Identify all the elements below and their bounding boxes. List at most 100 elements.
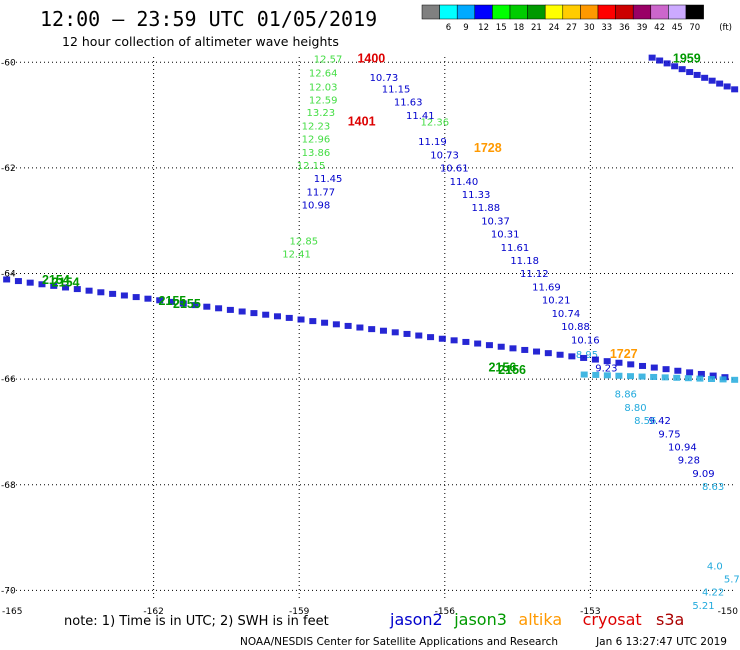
- track-point: [3, 276, 11, 283]
- swh-value: 5.21: [692, 601, 714, 612]
- swh-value: 12.59: [309, 95, 338, 106]
- track-point: [62, 284, 70, 291]
- track-point: [701, 74, 709, 81]
- track-point: [250, 310, 258, 317]
- swh-value: 11.88: [471, 203, 500, 214]
- time-label: 2154: [42, 273, 70, 287]
- track-point: [662, 366, 670, 373]
- time-label: 1728: [474, 141, 502, 155]
- colorbar-swatch: [615, 4, 634, 20]
- swh-value: 12.36: [421, 118, 450, 129]
- track-point: [686, 369, 694, 376]
- track-point: [297, 316, 305, 323]
- swh-value: 10.88: [561, 322, 590, 333]
- y-tick-label: -62: [1, 164, 16, 174]
- swh-value: 9.75: [658, 429, 680, 440]
- time-label: 2154: [52, 276, 80, 290]
- colorbar-swatch: [632, 4, 652, 20]
- swh-value: 8.86: [615, 390, 637, 401]
- track-point: [684, 375, 692, 382]
- colorbar-swatch: [474, 4, 493, 20]
- swh-value: 11.15: [382, 84, 411, 95]
- colorbar-swatch: [562, 4, 581, 20]
- colorbar-label: 12: [478, 23, 489, 33]
- swh-value: 10.73: [370, 73, 399, 84]
- swh-value: 12.64: [309, 69, 338, 80]
- credit-left: NOAA/NESDIS Center for Satellite Applica…: [240, 636, 558, 648]
- swh-value: 12.41: [282, 250, 311, 261]
- track-point: [615, 359, 623, 366]
- swh-value: 12.03: [309, 82, 338, 93]
- track-point: [191, 302, 199, 309]
- track-point: [497, 343, 505, 350]
- swh-value: 13.86: [302, 148, 331, 159]
- colorbar-swatch: [492, 4, 511, 20]
- swh-value: 10.94: [668, 442, 697, 453]
- time-label: 1401: [348, 115, 376, 129]
- colorbar-label: 9: [463, 23, 468, 33]
- track-point: [650, 364, 658, 371]
- swh-value: 12.23: [302, 121, 331, 132]
- swh-value: 10.61: [440, 164, 469, 175]
- track-point: [403, 330, 411, 337]
- swh-value: 9.28: [678, 456, 700, 467]
- time-label: 2155: [173, 297, 201, 311]
- swh-value: 10.37: [481, 216, 510, 227]
- track-point: [427, 334, 435, 341]
- track-point: [674, 367, 682, 374]
- colorbar-label: 27: [566, 23, 577, 33]
- colorbar-label: 36: [619, 23, 630, 33]
- y-tick-label: -60: [1, 58, 16, 68]
- time-label: 2156: [488, 360, 516, 374]
- satellite-name: cryosat: [583, 610, 642, 629]
- track-point: [603, 372, 611, 379]
- track-point: [144, 295, 152, 302]
- grid-lines: [8, 57, 736, 601]
- colorbar-swatch: [544, 4, 564, 20]
- track-point: [580, 371, 588, 378]
- colorbar-swatch: [456, 4, 476, 20]
- track-point: [656, 57, 664, 64]
- swh-value: 12.15: [297, 161, 326, 172]
- track-point: [697, 370, 705, 377]
- colorbar-label: 24: [549, 23, 560, 33]
- track-point: [568, 353, 576, 360]
- colorbar-legend: 6 9 12 15 18 21 24 27 30 33 36 39 42 45 70: [421, 4, 704, 33]
- track-point: [132, 294, 140, 301]
- track-point: [273, 313, 281, 320]
- swh-value: 11.18: [510, 256, 539, 267]
- x-tick-label: -162: [143, 607, 163, 617]
- track-point: [709, 372, 717, 379]
- swh-value: 4.0: [707, 561, 723, 572]
- track-point: [708, 77, 716, 84]
- y-tick-label: -64: [1, 270, 16, 280]
- track-point: [38, 281, 46, 288]
- swh-value: 12.96: [302, 135, 331, 146]
- data-points: 12.57 12.64 12.03 12.59 13.23 12.23 12.96 13.86…: [3, 51, 740, 612]
- track-point: [716, 80, 724, 87]
- track-point: [627, 361, 635, 368]
- track-point: [650, 373, 658, 380]
- colorbar-swatch: [685, 4, 704, 20]
- track-point: [556, 351, 564, 358]
- time-label: 2155: [158, 294, 186, 308]
- colorbar-swatch: [597, 4, 616, 20]
- track-point: [626, 373, 634, 380]
- colorbar-swatch: [439, 4, 458, 20]
- colorbar-label: 39: [637, 23, 648, 33]
- swh-value: 8.63: [702, 482, 724, 493]
- swh-value: 13.23: [306, 108, 335, 119]
- track-point: [723, 83, 731, 90]
- track-point: [678, 66, 686, 73]
- track-point: [438, 335, 446, 342]
- swh-value: 10.98: [302, 201, 331, 212]
- track-point: [615, 372, 623, 379]
- satellite-legend: jason2 jason3 altika cryosat s3a: [389, 610, 684, 629]
- swh-value: 8.56: [634, 416, 656, 427]
- track-point: [156, 297, 164, 304]
- chart-subtitle: 12 hour collection of altimeter wave hei…: [62, 34, 339, 49]
- track-point: [521, 346, 529, 353]
- track-point: [85, 287, 93, 294]
- swh-value: 11.41: [406, 111, 435, 122]
- track-point: [309, 318, 317, 325]
